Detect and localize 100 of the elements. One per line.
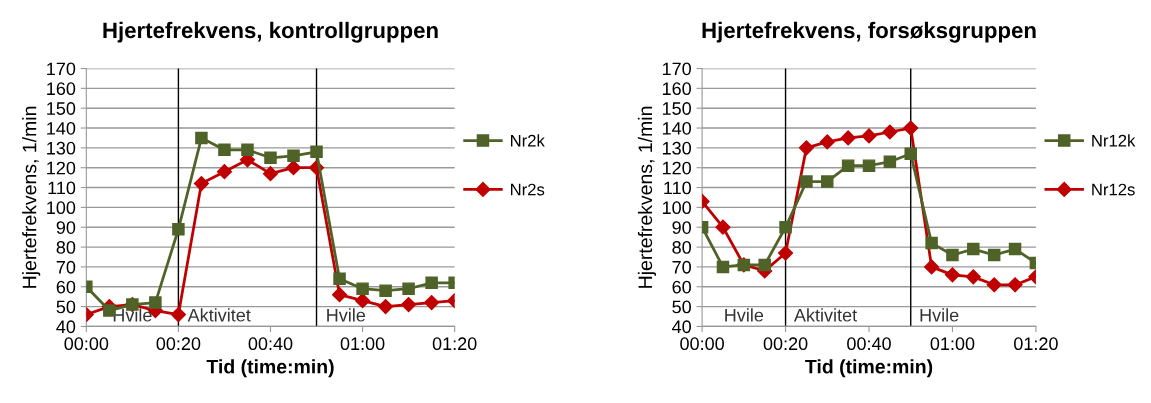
y-tick-label: 170 [47, 62, 76, 76]
y-tick-label: 100 [47, 201, 76, 215]
legend-label: Nr12s [1092, 183, 1135, 196]
point [986, 277, 1002, 293]
point [715, 219, 731, 235]
y-tick-label: 50 [56, 300, 76, 314]
point [965, 269, 981, 285]
y-tick-label: 70 [672, 260, 691, 274]
y-tick-label: 130 [47, 141, 76, 155]
point [356, 282, 369, 295]
point [262, 166, 279, 182]
y-tick-label: 90 [672, 221, 691, 234]
point [904, 147, 917, 161]
point [798, 140, 814, 156]
point [379, 284, 392, 297]
point [285, 160, 302, 176]
x-tick-label: 00:20 [763, 337, 808, 351]
point [331, 287, 348, 303]
point [402, 282, 415, 295]
point [193, 176, 209, 192]
y-tick-label: 140 [47, 121, 76, 135]
point [425, 276, 438, 290]
legend-label: Nr12k [1092, 134, 1136, 147]
point [218, 143, 231, 157]
point [987, 248, 1001, 262]
point [354, 293, 371, 309]
chart-title: Hjertefrekvens, kontrollgruppen [103, 21, 438, 43]
point [924, 259, 940, 275]
point [195, 131, 208, 145]
point [800, 175, 813, 188]
point [819, 134, 835, 150]
point [264, 151, 277, 165]
point [149, 296, 162, 309]
legend-label: Nr2s [511, 183, 545, 196]
point [216, 164, 233, 180]
point [821, 175, 834, 188]
annotation: Hvile [327, 308, 366, 322]
point [862, 159, 876, 172]
x-axis-title: Tid (time:min) [206, 359, 334, 378]
point [758, 258, 771, 272]
x-tick-label: 00:40 [847, 337, 891, 351]
x-tick-label: 01:00 [930, 337, 975, 351]
y-tick-label: 100 [662, 201, 691, 215]
y-tick-label: 70 [56, 260, 76, 274]
point [925, 236, 938, 250]
point [716, 260, 730, 274]
y-tick-label: 80 [672, 241, 691, 254]
point [903, 120, 919, 136]
x-tick-label: 01:00 [340, 337, 385, 351]
y-tick-label: 160 [47, 82, 76, 96]
x-tick-label: 00:00 [680, 337, 724, 351]
point [172, 222, 185, 236]
point [170, 306, 186, 323]
point [840, 130, 856, 146]
point [946, 248, 959, 262]
y-tick-label: 80 [56, 241, 76, 254]
y-tick-label: 40 [56, 320, 76, 334]
annotation: Aktivitet [793, 308, 857, 322]
x-axis-title: Tid (time:min) [805, 359, 933, 378]
y-tick-label: 110 [664, 181, 691, 195]
y-tick-label: 130 [662, 141, 691, 155]
point [401, 297, 417, 313]
y-tick-label: 150 [662, 102, 691, 115]
point [1008, 242, 1022, 256]
y-tick-label: 60 [672, 280, 691, 294]
point [779, 220, 792, 234]
point [967, 242, 980, 256]
point [310, 145, 323, 159]
x-tick-label: 01:20 [432, 337, 477, 351]
legend-label: Nr2k [511, 134, 545, 147]
x-tick-label: 00:20 [156, 337, 201, 351]
y-tick-label: 150 [47, 102, 76, 115]
x-tick-label: 00:40 [248, 337, 293, 351]
point [378, 299, 394, 315]
chart-title: Hjertefrekvens, forsøksgruppen [702, 21, 1036, 43]
x-tick-label: 01:20 [1014, 337, 1058, 351]
point [777, 245, 794, 261]
x-tick-label: 00:00 [64, 337, 109, 351]
annotation: Hvile [725, 308, 764, 322]
point [1007, 277, 1023, 293]
annotation: Aktivitet [187, 308, 251, 322]
y-tick-label: 120 [47, 161, 76, 175]
y-tick-label: 140 [662, 121, 691, 135]
point [861, 128, 877, 144]
y-axis-title: Hjertefrekvens, 1/min [22, 106, 41, 288]
y-tick-label: 120 [662, 161, 691, 175]
point [287, 149, 300, 163]
annotation: Hvile [920, 308, 959, 322]
point [424, 295, 440, 311]
point [944, 267, 961, 283]
y-tick-label: 110 [48, 181, 76, 195]
y-tick-label: 40 [672, 320, 691, 334]
y-tick-label: 50 [672, 300, 691, 314]
y-tick-label: 170 [662, 62, 691, 76]
point [882, 124, 898, 140]
y-axis-title: Hjertefrekvens, 1/min [637, 106, 657, 288]
point [333, 272, 346, 286]
y-tick-label: 160 [662, 82, 691, 96]
y-tick-label: 60 [56, 280, 76, 294]
point [883, 155, 897, 169]
